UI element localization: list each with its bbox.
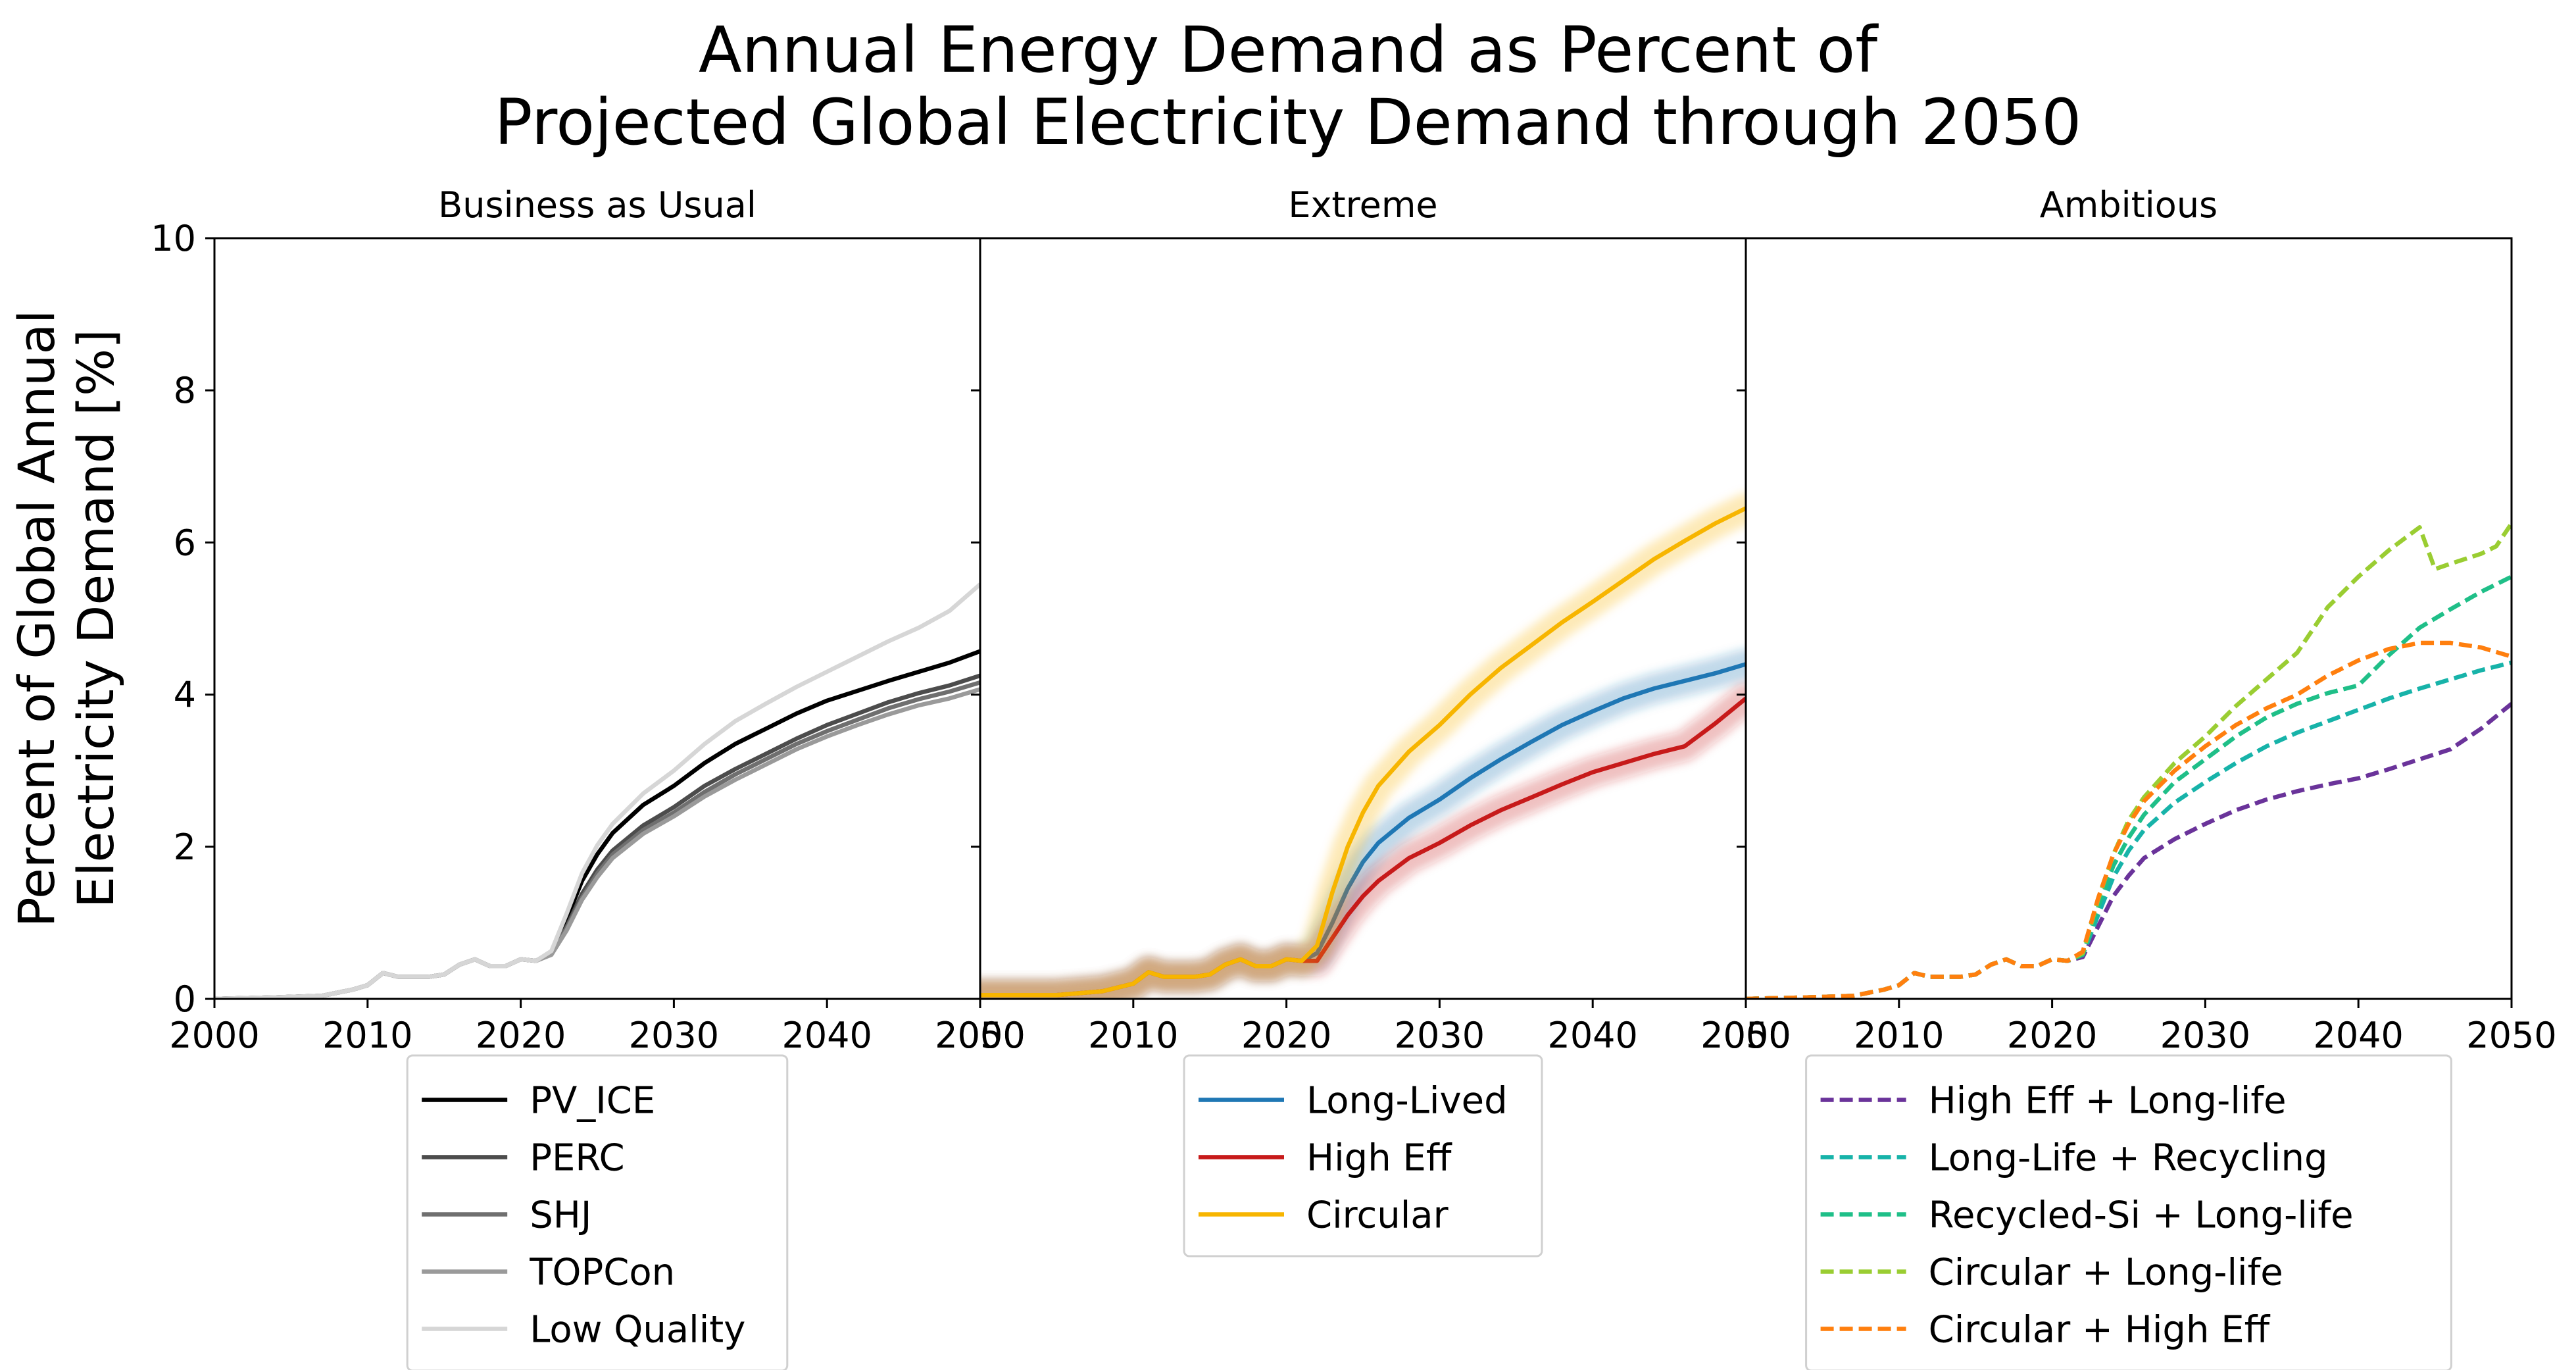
panel-title: Extreme — [1288, 184, 1437, 226]
chart-title-line-1: Annual Energy Demand as Percent of — [698, 13, 1878, 87]
x-tick-label: 2010 — [1088, 1015, 1178, 1056]
panel-2: Extreme 2000 2010 2020 2030 2040 2050 Long-Live… — [935, 184, 1791, 1257]
legend-label: High Eff — [1306, 1137, 1452, 1180]
x-tick-label: 2010 — [1854, 1015, 1944, 1056]
plot-area — [1746, 522, 2512, 999]
series-line — [1746, 574, 2512, 999]
x-tick-label: 2030 — [2160, 1015, 2250, 1056]
legend: Long-Lived High Eff Circular — [1183, 1054, 1543, 1257]
y-axis-label-line-1: Percent of Global Annual — [7, 310, 66, 927]
legend: High Eff + Long-life Long-Life + Recyclin… — [1805, 1054, 2452, 1370]
legend-frame — [1805, 1054, 2452, 1370]
legend-label: Circular + Long-life — [1929, 1252, 2283, 1294]
legend: PV_ICE PERC SHJ TOPCon Low Quality — [406, 1054, 789, 1370]
legend-label: Circular + High Eff — [1929, 1309, 2271, 1352]
y-tick-label: 10 — [151, 218, 196, 259]
legend-label: TOPCon — [529, 1252, 675, 1294]
series-line — [1746, 522, 2512, 999]
y-tick-label: 2 — [174, 826, 196, 868]
legend-label: Circular — [1306, 1194, 1449, 1237]
x-tick-label: 2000 — [169, 1015, 259, 1056]
legend-label: Recycled-Si + Long-life — [1929, 1194, 2354, 1237]
x-tick-label: 2050 — [1700, 1015, 1791, 1056]
series-line — [214, 680, 980, 999]
panel-3: Ambitious 2000 2010 2020 2030 2040 2050 High Ef… — [1700, 184, 2557, 1370]
y-axis-label-line-2: Electricity Demand [%] — [66, 329, 125, 908]
series-line — [1746, 660, 2512, 999]
x-tick-label: 2050 — [935, 1015, 1025, 1056]
x-tick-label: 2040 — [781, 1015, 872, 1056]
x-tick-label: 2020 — [1241, 1015, 1331, 1056]
legend-label: Long-Life + Recycling — [1929, 1137, 2328, 1180]
plot-frame — [1745, 237, 2513, 1000]
x-tick-label: 2040 — [2313, 1015, 2403, 1056]
x-tick-label: 2050 — [2466, 1015, 2556, 1056]
series-line — [980, 506, 1746, 998]
x-tick-label: 2010 — [322, 1015, 412, 1056]
legend-label: Long-Lived — [1306, 1080, 1508, 1123]
y-tick-label: 6 — [174, 522, 196, 563]
x-tick-label: 2020 — [2007, 1015, 2097, 1056]
series-line — [214, 582, 980, 999]
x-tick-label: 2020 — [476, 1015, 566, 1056]
panel-title: Business as Usual — [438, 184, 756, 226]
series-line — [1746, 640, 2512, 999]
legend-label: PERC — [530, 1137, 624, 1180]
panels-layer: Percent of Global Annual Electricity Dema… — [7, 184, 2557, 1370]
x-tick-label: 2000 — [935, 1015, 1025, 1056]
plot-area — [214, 582, 980, 999]
x-tick-label: 2030 — [629, 1015, 719, 1056]
x-tick-label: 2040 — [1547, 1015, 1637, 1056]
legend-label: PV_ICE — [530, 1080, 655, 1123]
legend-label: SHJ — [530, 1194, 591, 1237]
plot-area — [980, 493, 1746, 999]
legend-label: Low Quality — [530, 1309, 745, 1352]
y-tick-label: 4 — [174, 674, 196, 716]
panel-title: Ambitious — [2040, 184, 2217, 226]
legend-frame — [406, 1054, 789, 1370]
x-tick-label: 2030 — [1395, 1015, 1485, 1056]
y-tick-label: 0 — [174, 978, 196, 1020]
chart-title-line-2: Projected Global Electricity Demand thro… — [494, 86, 2082, 159]
x-tick-label: 2000 — [1700, 1015, 1791, 1056]
y-tick-label: 8 — [174, 370, 196, 411]
legend-label: High Eff + Long-life — [1929, 1080, 2287, 1123]
series-line — [214, 649, 980, 999]
legend-frame — [1183, 1054, 1543, 1257]
plot-frame — [213, 237, 981, 1000]
y-axis-label: Percent of Global Annual Electricity Dema… — [7, 310, 125, 927]
